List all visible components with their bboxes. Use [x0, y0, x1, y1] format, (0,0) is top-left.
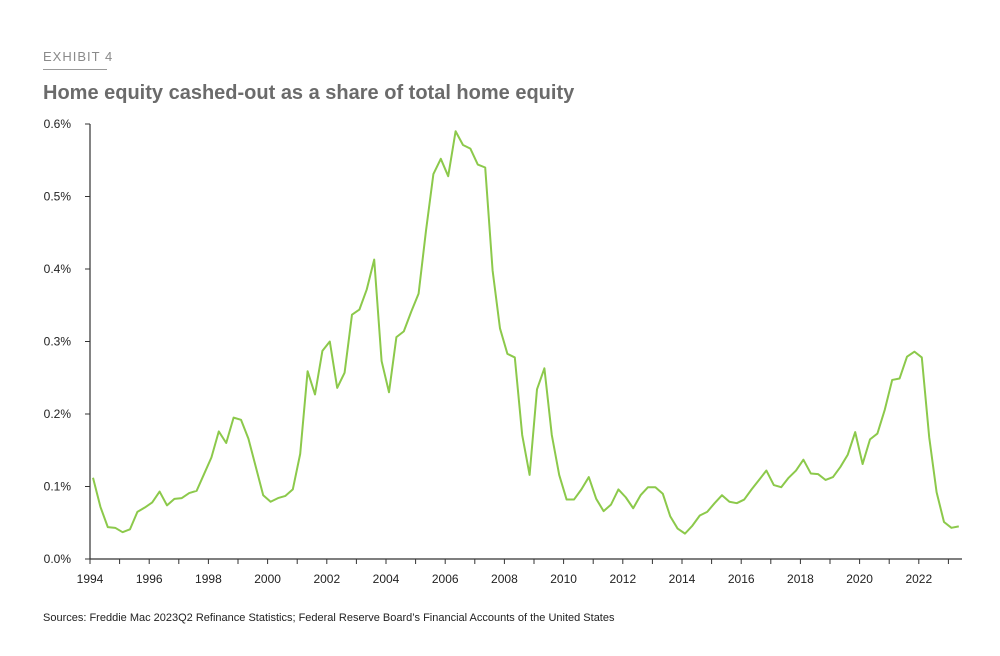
y-tick-label: 0.4%	[44, 262, 72, 276]
series-line	[92, 130, 959, 535]
y-tick-label: 0.2%	[44, 407, 72, 421]
x-tick-label: 2016	[728, 572, 755, 586]
source-note: Sources: Freddie Mac 2023Q2 Refinance St…	[43, 612, 615, 624]
y-tick-label: 0.5%	[44, 190, 72, 204]
y-tick-label: 0.0%	[44, 552, 72, 566]
x-tick-label: 2000	[254, 572, 281, 586]
chart-title: Home equity cashed-out as a share of tot…	[43, 82, 575, 104]
x-axis: 1994 1996 1998 2000 2002 2004 2006 2008 2010 2012…	[77, 558, 962, 586]
x-tick-label: 2014	[669, 572, 696, 586]
x-tick-label: 2004	[373, 572, 400, 586]
x-tick-label: 1998	[195, 572, 222, 586]
y-axis: 0.0% 0.1% 0.2% 0.3% 0.4% 0.5% 0.6%	[44, 117, 91, 566]
x-tick-label: 2002	[313, 572, 340, 586]
x-tick-label: 2006	[432, 572, 459, 586]
y-tick-label: 0.6%	[44, 117, 72, 131]
y-tick-label: 0.3%	[44, 335, 72, 349]
x-tick-label: 2022	[905, 572, 932, 586]
x-tick-label: 2018	[787, 572, 814, 586]
x-tick-label: 2012	[609, 572, 636, 586]
x-tick-label: 1996	[136, 572, 163, 586]
x-tick-label: 2020	[846, 572, 873, 586]
x-tick-label: 1994	[77, 572, 104, 586]
x-tick-label: 2008	[491, 572, 518, 586]
y-tick-label: 0.1%	[44, 480, 72, 494]
exhibit-label: EXHIBIT 4	[43, 49, 114, 64]
series-line-group	[92, 130, 959, 535]
x-tick-label: 2010	[550, 572, 577, 586]
exhibit-divider	[43, 69, 107, 70]
